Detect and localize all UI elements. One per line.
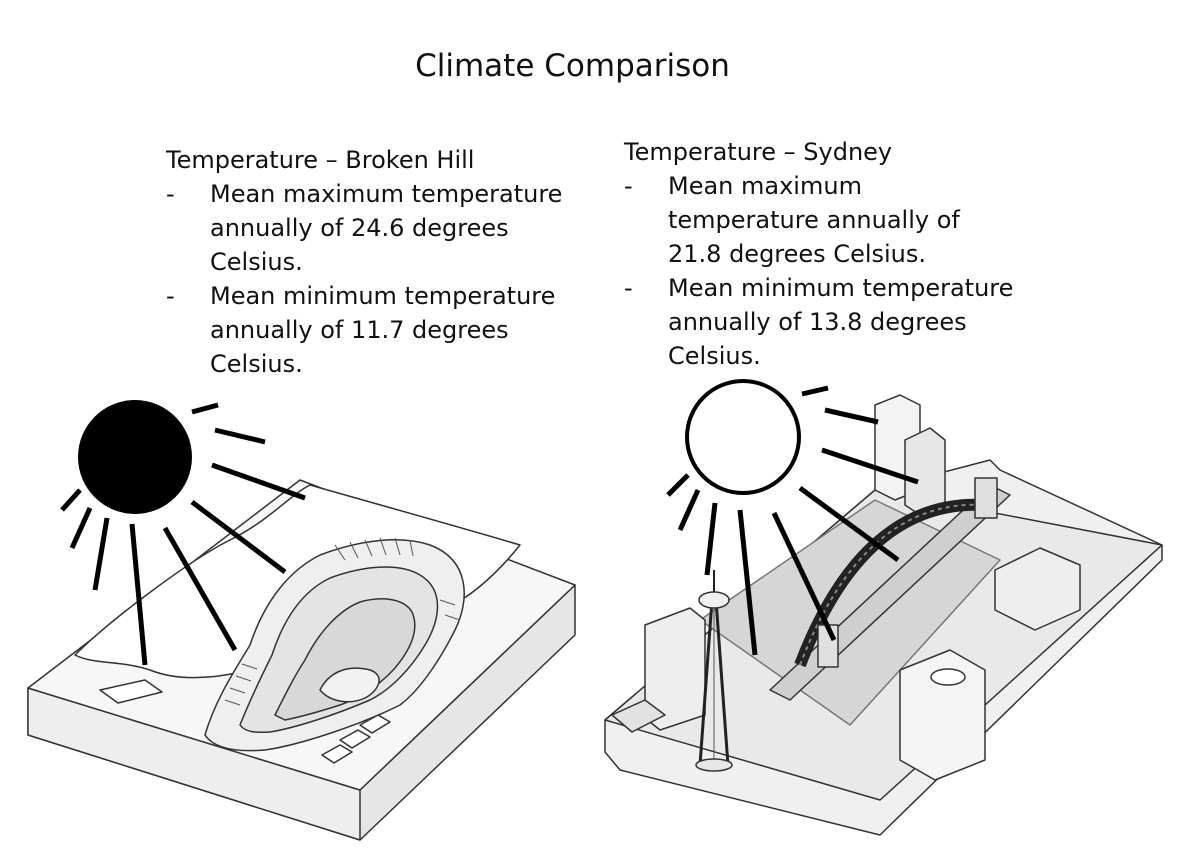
waterfront-building	[994, 547, 1081, 631]
tower-turret	[698, 591, 730, 609]
broken-hill-terrain-model	[27, 479, 576, 841]
broken-hill-sun	[60, 400, 306, 666]
bridge-pylon	[974, 477, 998, 519]
bullet-dash: -	[624, 274, 633, 302]
opera-side-building	[899, 649, 986, 781]
list-item: - Mean minimum temperature annually of 13…	[624, 271, 1014, 373]
sydney-heading: Temperature – Sydney	[624, 138, 893, 166]
round-structure	[930, 668, 966, 686]
list-item: - Mean maximum temperature annually of 21…	[624, 169, 1014, 271]
sun-rays	[666, 385, 919, 656]
sydney-sun	[666, 379, 919, 656]
high-rise-building	[904, 427, 946, 516]
plaza-block	[611, 699, 666, 733]
sydney-tower	[695, 570, 733, 772]
terrace-hatching	[224, 537, 461, 706]
bullet-dash: -	[624, 172, 633, 200]
list-item: - Mean minimum temperature annually of 11…	[166, 279, 586, 381]
broken-hill-min-text: Mean minimum temperature annually of 11.…	[210, 282, 556, 378]
sydney-temperature-panel: Temperature – Sydney - Mean maximum tempe…	[624, 135, 1014, 373]
houses	[99, 679, 391, 764]
sydney-max-text: Mean maximum temperature annually of 21.…	[668, 172, 960, 268]
sun-filled-icon	[78, 400, 192, 514]
sydney-bullet-list: - Mean maximum temperature annually of 21…	[624, 169, 1014, 373]
house	[321, 744, 353, 764]
broken-hill-temperature-panel: Temperature – Broken Hill - Mean maximum …	[166, 143, 586, 381]
broken-hill-max-text: Mean maximum temperature annually of 24.…	[210, 180, 563, 276]
house	[359, 714, 391, 734]
sydney-city-model	[604, 394, 1163, 836]
sydney-min-text: Mean minimum temperature annually of 13.…	[668, 274, 1014, 370]
pit-island	[319, 667, 380, 703]
bullet-dash: -	[166, 180, 175, 208]
sun-outline-icon	[685, 379, 801, 495]
house-shed	[99, 679, 163, 704]
bullet-dash: -	[166, 282, 175, 310]
page-title: Climate Comparison	[415, 48, 730, 84]
house	[339, 729, 371, 749]
list-item: - Mean maximum temperature annually of 24…	[166, 177, 586, 279]
mine-pit-floor	[274, 598, 416, 721]
broken-hill-heading: Temperature – Broken Hill	[166, 146, 475, 174]
sun-rays	[60, 402, 306, 666]
broken-hill-bullet-list: - Mean maximum temperature annually of 24…	[166, 177, 586, 381]
